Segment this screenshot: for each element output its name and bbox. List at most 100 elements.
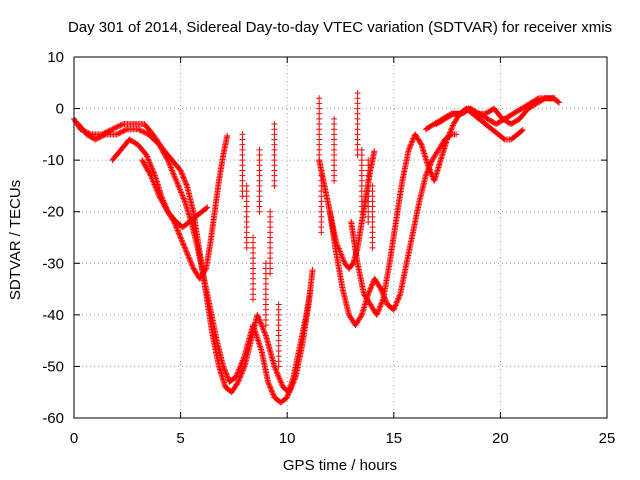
data-point-marker [272, 364, 279, 371]
data-point-marker [142, 163, 149, 170]
data-point-marker [366, 288, 373, 295]
data-point-marker [113, 131, 120, 138]
data-point-marker [161, 203, 168, 210]
data-point-marker [276, 376, 283, 383]
data-point-marker [271, 182, 278, 189]
data-point-marker [250, 280, 257, 287]
data-point-marker [92, 136, 99, 143]
data-point-marker [265, 378, 272, 385]
data-point-marker [394, 298, 401, 305]
data-point-marker [271, 151, 278, 158]
data-point-marker [367, 285, 374, 292]
data-point-marker [354, 90, 361, 97]
data-point-marker [183, 249, 190, 256]
data-point-marker [354, 136, 361, 143]
data-point-marker [318, 188, 325, 195]
data-point-marker [271, 141, 278, 148]
data-point-marker [448, 126, 455, 133]
data-point-marker [234, 369, 241, 376]
data-point-marker [354, 115, 361, 122]
data-point-marker [161, 150, 168, 157]
data-point-marker [181, 177, 188, 184]
data-point-marker [358, 188, 365, 195]
data-point-marker [112, 124, 119, 131]
series-track-8 [433, 95, 558, 128]
data-point-marker [391, 303, 398, 310]
data-point-marker [159, 199, 166, 206]
data-point-marker [393, 301, 400, 308]
data-point-marker [316, 136, 323, 143]
data-point-marker [142, 162, 149, 169]
x-axis-label: GPS time / hours [283, 457, 397, 474]
data-point-marker [175, 228, 182, 235]
data-point-marker [256, 157, 263, 164]
data-point-marker [267, 270, 274, 277]
data-point-marker [256, 172, 263, 179]
data-point-marker [155, 191, 162, 198]
data-point-marker [148, 175, 155, 182]
data-point-marker [354, 100, 361, 107]
data-point-marker [243, 203, 250, 210]
data-point-marker [275, 337, 282, 344]
data-point-marker [153, 187, 160, 194]
data-point-marker [262, 331, 269, 338]
data-point-marker [262, 286, 269, 293]
data-point-marker [267, 229, 274, 236]
data-point-marker [121, 127, 128, 134]
data-point-marker [256, 188, 263, 195]
data-point-marker [396, 292, 403, 299]
data-point-marker [243, 219, 250, 226]
series-spikes [239, 90, 376, 370]
data-point-marker [180, 193, 187, 200]
data-point-marker [151, 181, 158, 188]
data-point-marker [331, 136, 338, 143]
data-point-marker [156, 142, 163, 149]
data-point-marker [239, 136, 246, 143]
data-point-marker [331, 126, 338, 133]
data-point-marker [155, 190, 162, 197]
data-point-marker [258, 320, 265, 327]
data-point-marker [116, 130, 123, 137]
data-point-marker [158, 197, 165, 204]
data-point-marker [278, 379, 285, 386]
data-point-marker [239, 157, 246, 164]
data-point-marker [182, 178, 189, 185]
data-point-marker [369, 198, 376, 205]
data-point-marker [256, 208, 263, 215]
data-point-marker [257, 319, 264, 326]
data-point-marker [98, 133, 105, 140]
data-point-marker [390, 306, 397, 313]
data-point-marker [93, 135, 100, 142]
data-point-marker [334, 242, 341, 249]
data-point-marker [254, 313, 261, 320]
data-point-marker [262, 317, 269, 324]
data-point-marker [235, 378, 242, 385]
data-point-marker [261, 329, 268, 336]
data-point-marker [365, 157, 372, 164]
data-point-marker [338, 251, 345, 258]
data-point-marker [178, 191, 185, 198]
data-point-marker [267, 265, 274, 272]
data-point-marker [250, 249, 257, 256]
data-point-marker [101, 132, 108, 139]
data-point-marker [145, 156, 152, 163]
data-point-marker [376, 306, 383, 313]
data-point-marker [169, 167, 176, 174]
data-point-marker [275, 353, 282, 360]
data-point-marker [139, 157, 146, 164]
data-point-marker [164, 155, 171, 162]
data-point-marker [243, 193, 250, 200]
data-point-marker [173, 224, 180, 231]
data-point-marker [427, 167, 434, 174]
data-point-marker [423, 171, 430, 178]
data-point-marker [331, 172, 338, 179]
data-point-marker [407, 142, 414, 149]
data-point-marker [153, 185, 160, 192]
data-point-marker [354, 110, 361, 117]
data-point-marker [426, 166, 433, 173]
data-point-marker [257, 343, 264, 350]
data-point-marker [189, 262, 196, 269]
data-point-marker [377, 284, 384, 291]
data-point-marker [408, 139, 415, 146]
data-point-marker [369, 239, 376, 246]
